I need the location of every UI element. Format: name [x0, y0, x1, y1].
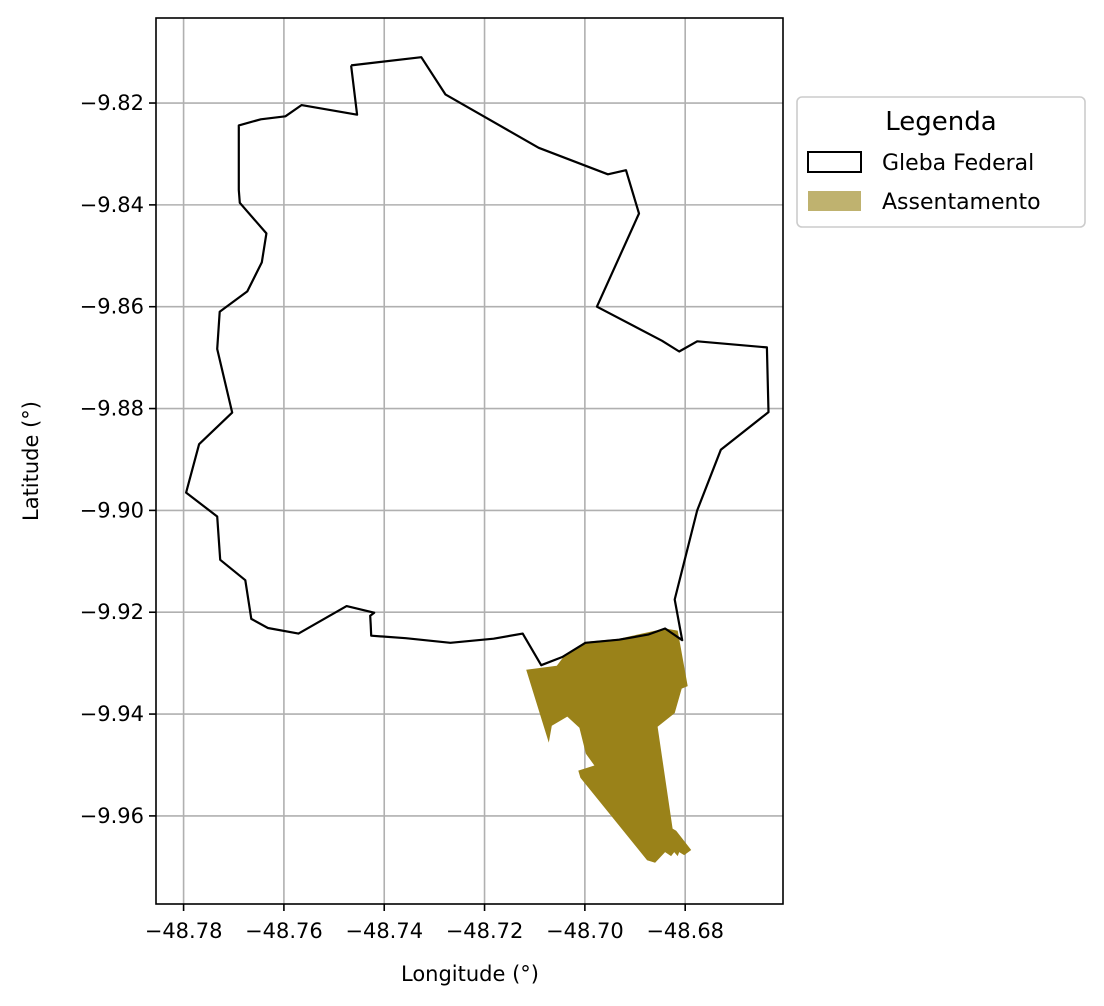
- x-axis-ticks: −48.78 −48.76 −48.74 −48.72 −48.70 −48.68: [145, 904, 724, 943]
- x-tick-label: −48.78: [145, 919, 223, 943]
- assentamento-polygon: [526, 628, 692, 863]
- y-tick-label: −9.90: [80, 498, 144, 522]
- legend: Legenda Gleba Federal Assentamento: [796, 96, 1086, 228]
- y-tick-label: −9.86: [80, 295, 144, 319]
- x-tick-label: −48.76: [245, 919, 323, 943]
- legend-title: Legenda: [885, 107, 996, 137]
- x-axis-label: Longitude (°): [401, 962, 539, 986]
- legend-swatch-gleba-federal: [807, 151, 862, 173]
- y-tick-label: −9.94: [80, 702, 144, 726]
- x-tick-label: −48.68: [646, 919, 724, 943]
- legend-swatch-assentamento: [808, 191, 861, 211]
- y-tick-label: −9.92: [80, 600, 144, 624]
- x-tick-label: −48.74: [345, 919, 423, 943]
- legend-label-assentamento: Assentamento: [882, 190, 1041, 215]
- y-tick-label: −9.96: [80, 804, 144, 828]
- legend-frame: [796, 96, 1086, 228]
- map-plot-area: [185, 56, 770, 863]
- grid-lines: [156, 18, 783, 904]
- y-tick-label: −9.82: [80, 91, 144, 115]
- plot-frame: [155, 17, 784, 905]
- y-tick-label: −9.88: [80, 397, 144, 421]
- y-axis-label: Latitude (°): [19, 401, 43, 521]
- gleba-federal-outline: [185, 56, 770, 667]
- y-axis-ticks: −9.82 −9.84 −9.86 −9.88 −9.90 −9.92 −9.94 −9.96: [80, 91, 156, 828]
- legend-label-gleba-federal: Gleba Federal: [882, 151, 1034, 176]
- y-tick-label: −9.84: [80, 193, 144, 217]
- x-tick-label: −48.72: [446, 919, 524, 943]
- x-tick-label: −48.70: [546, 919, 624, 943]
